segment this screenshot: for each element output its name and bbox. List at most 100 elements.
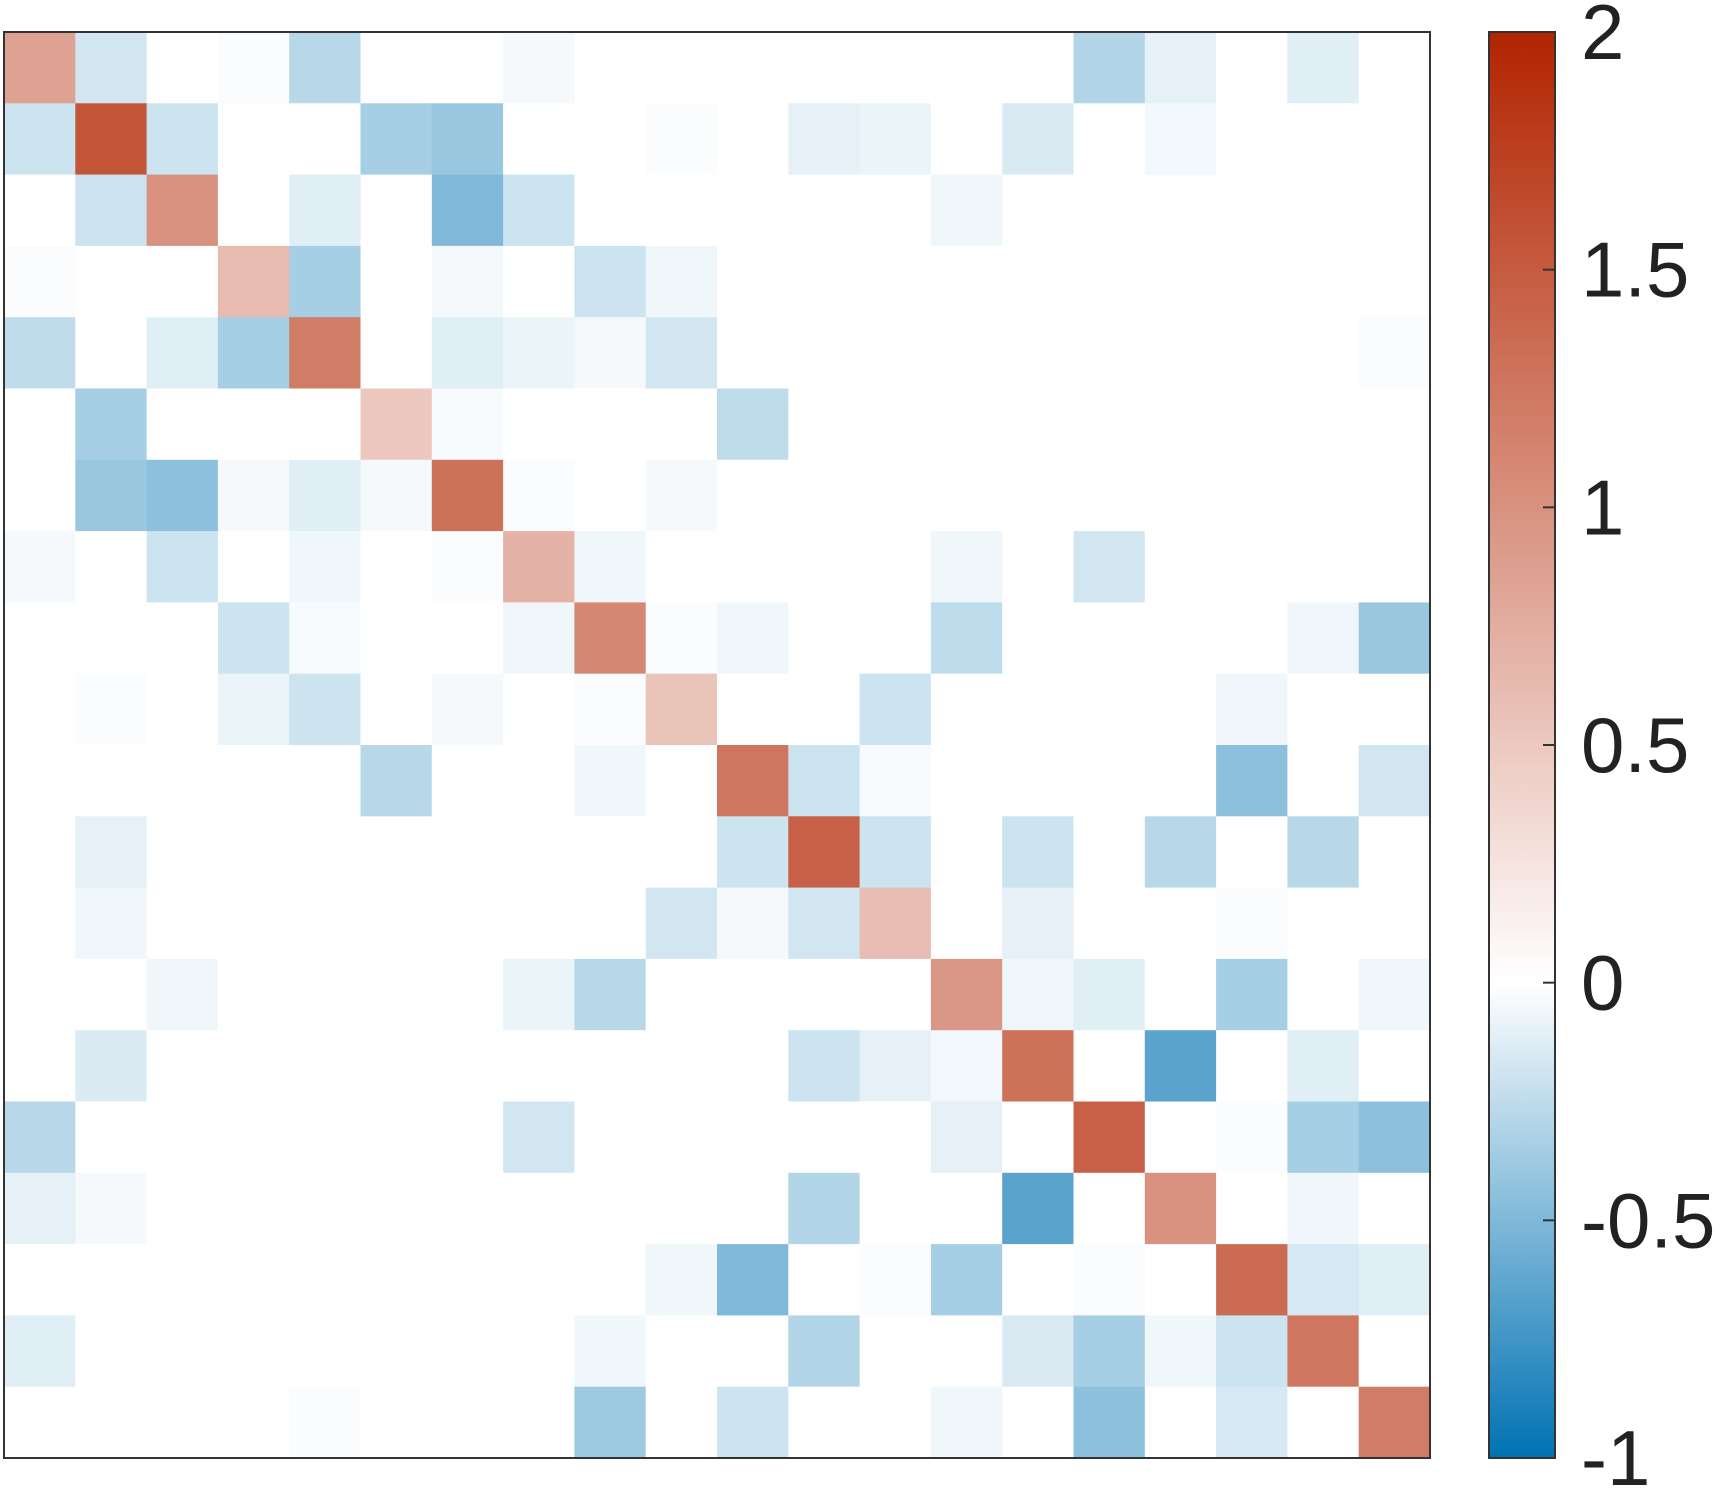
heatmap-cell <box>1216 1030 1288 1103</box>
heatmap-cell <box>360 531 433 603</box>
heatmap-cell <box>75 1386 148 1459</box>
heatmap-cell <box>503 1172 575 1245</box>
heatmap-cell <box>1144 459 1217 532</box>
heatmap-cell <box>360 1101 433 1174</box>
heatmap-cell <box>503 673 575 746</box>
heatmap-cell <box>859 745 932 817</box>
heatmap-cell <box>1358 245 1431 318</box>
heatmap-cell <box>930 103 1003 176</box>
heatmap-cell <box>1287 459 1360 532</box>
heatmap-cell <box>1073 317 1146 390</box>
heatmap-cell <box>1073 816 1146 889</box>
heatmap-cell <box>788 816 861 889</box>
heatmap-cell <box>360 317 433 390</box>
heatmap-cell <box>217 816 290 889</box>
heatmap-cell <box>788 531 861 603</box>
heatmap-cell <box>146 745 219 817</box>
heatmap-cell <box>859 816 932 889</box>
heatmap-cell <box>217 245 290 318</box>
heatmap-cell <box>4 1244 76 1316</box>
heatmap-cell <box>1073 388 1146 461</box>
heatmap-cell <box>574 816 647 889</box>
heatmap-cell <box>431 531 504 603</box>
heatmap-cell <box>503 816 575 889</box>
colorbar-tick-label: 1.5 <box>1581 226 1689 314</box>
heatmap-cell <box>503 1315 575 1388</box>
heatmap-cell <box>1144 958 1217 1031</box>
heatmap-cell <box>217 174 290 247</box>
heatmap-cell <box>360 459 433 532</box>
heatmap-cell <box>1287 531 1360 603</box>
heatmap-cell <box>431 602 504 675</box>
heatmap-cell <box>503 887 575 960</box>
heatmap-cell <box>4 1172 76 1245</box>
heatmap-cell <box>360 816 433 889</box>
heatmap-cell <box>930 32 1003 104</box>
heatmap-cell <box>1216 673 1288 746</box>
heatmap-cell <box>574 958 647 1031</box>
heatmap-cell <box>1358 388 1431 461</box>
heatmap-cell <box>574 531 647 603</box>
heatmap-cell <box>859 1101 932 1174</box>
heatmap-cell <box>217 887 290 960</box>
heatmap-cell <box>788 174 861 247</box>
heatmap-cell <box>217 745 290 817</box>
heatmap-cell <box>1002 174 1075 247</box>
heatmap-cell <box>1216 1244 1288 1316</box>
heatmap-cell <box>788 245 861 318</box>
heatmap-cell <box>1358 1386 1431 1459</box>
heatmap-cell <box>1073 887 1146 960</box>
heatmap-cell <box>75 958 148 1031</box>
heatmap-cell <box>431 317 504 390</box>
heatmap-cell <box>859 602 932 675</box>
heatmap-cell <box>788 317 861 390</box>
heatmap-cell <box>930 174 1003 247</box>
colorbar-tick-label: 2 <box>1581 0 1624 76</box>
heatmap-cell <box>360 32 433 104</box>
heatmap-cell <box>788 887 861 960</box>
heatmap-cell <box>1144 388 1217 461</box>
heatmap-cell <box>431 1315 504 1388</box>
heatmap-cell <box>1144 1386 1217 1459</box>
colorbar-tick-label: 1 <box>1581 463 1624 551</box>
heatmap-cell <box>717 673 789 746</box>
heatmap-cell <box>4 745 76 817</box>
heatmap-cell <box>1287 317 1360 390</box>
heatmap-cell <box>1002 816 1075 889</box>
heatmap-cell <box>645 1386 718 1459</box>
heatmap-cell <box>146 958 219 1031</box>
heatmap-cell <box>1144 1315 1217 1388</box>
heatmap-cell <box>859 245 932 318</box>
heatmap-cell <box>1287 1030 1360 1103</box>
heatmap-cell <box>1073 673 1146 746</box>
heatmap-cell <box>1358 531 1431 603</box>
heatmap-cell <box>146 673 219 746</box>
heatmap-cell <box>503 103 575 176</box>
heatmap-cell <box>75 531 148 603</box>
heatmap-cell <box>1287 958 1360 1031</box>
heatmap-cell <box>146 1386 219 1459</box>
heatmap-cell <box>1216 887 1288 960</box>
heatmap-cell <box>574 459 647 532</box>
heatmap-cell <box>4 174 76 247</box>
heatmap-cell <box>146 816 219 889</box>
heatmap-cell <box>431 103 504 176</box>
heatmap-cell <box>431 174 504 247</box>
heatmap-cell <box>1358 887 1431 960</box>
heatmap-cell <box>431 245 504 318</box>
colorbar-tick-label: -0.5 <box>1581 1176 1715 1264</box>
heatmap-cell <box>4 245 76 318</box>
heatmap-cell <box>289 459 362 532</box>
heatmap-cell <box>717 1101 789 1174</box>
heatmap-cell <box>217 32 290 104</box>
heatmap-cell <box>930 388 1003 461</box>
heatmap-cell <box>1216 317 1288 390</box>
heatmap-cell <box>75 32 148 104</box>
heatmap-cell <box>503 1030 575 1103</box>
heatmap-cell <box>788 673 861 746</box>
heatmap-cell <box>1358 1030 1431 1103</box>
heatmap-cell <box>360 1172 433 1245</box>
heatmap-cell <box>645 32 718 104</box>
heatmap-cell <box>930 816 1003 889</box>
